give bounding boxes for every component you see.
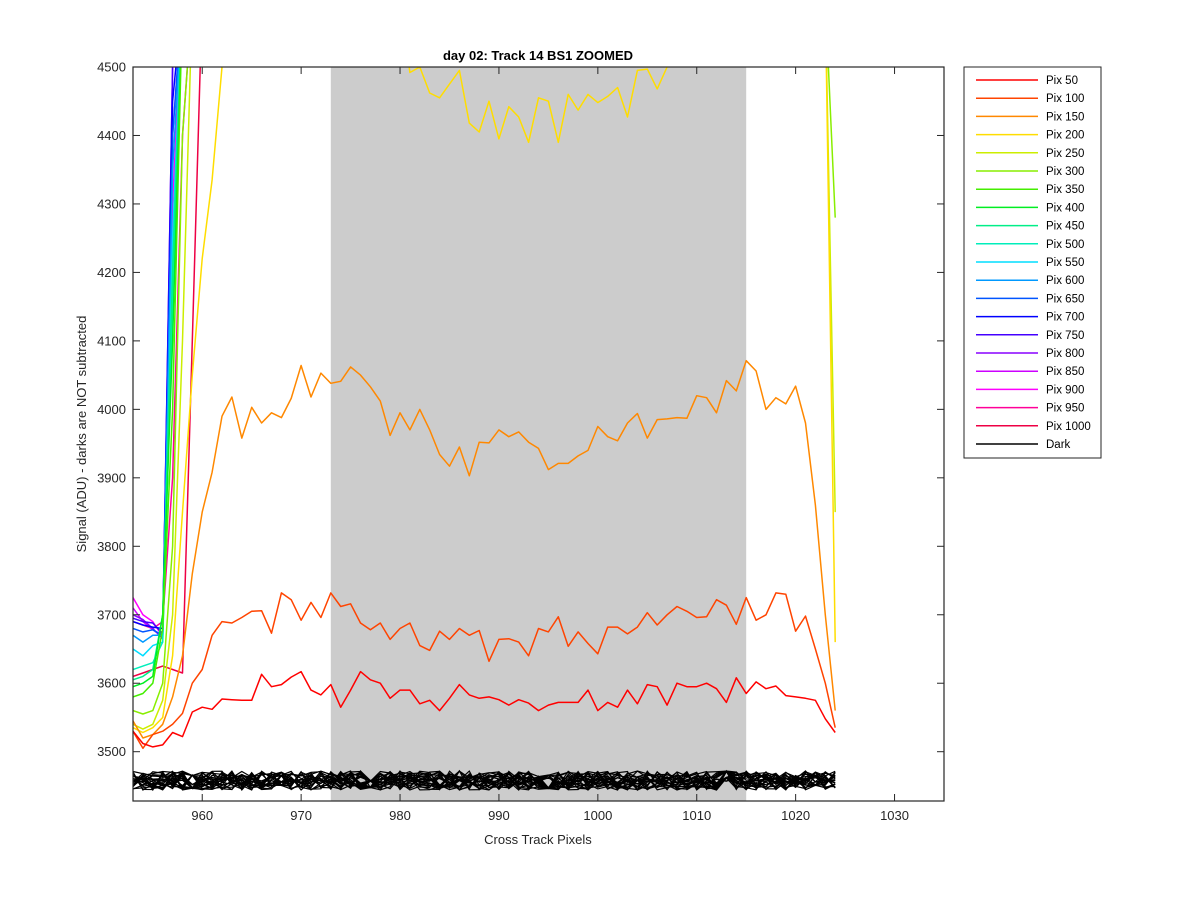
series-line-pix-100: [133, 592, 836, 750]
x-tick-label: 960: [191, 808, 213, 823]
shaded-region: [330, 67, 747, 801]
y-tick-label: 4100: [97, 333, 126, 348]
legend-label: Pix 100: [1046, 93, 1084, 105]
dark-trace: [133, 770, 836, 791]
series-line-pix-150: [133, 359, 836, 739]
legend-label: Pix 400: [1046, 202, 1084, 214]
series-line-pix-700: [133, 67, 177, 630]
legend-label: Pix 450: [1046, 221, 1084, 233]
legend-label: Pix 1000: [1046, 421, 1091, 433]
y-tick-label: 3600: [97, 676, 126, 691]
x-tick-label: 980: [389, 808, 411, 823]
series-line-pix-50: [133, 670, 836, 748]
legend-label: Pix 250: [1046, 148, 1084, 160]
series-line-pix-200: [133, 67, 836, 734]
legend-label: Pix 200: [1046, 130, 1084, 142]
dark-trace: [133, 770, 836, 791]
x-tick-label: 990: [488, 808, 510, 823]
y-axis-label: Signal (ADU) - darks are NOT subtracted: [74, 316, 89, 553]
legend-label: Pix 600: [1046, 275, 1084, 287]
dark-trace: [133, 770, 836, 791]
y-tick-label: 3700: [97, 607, 126, 622]
legend-label: Pix 950: [1046, 403, 1084, 415]
legend-label: Pix 550: [1046, 257, 1084, 269]
series-line-dark: [133, 772, 836, 787]
x-axis-label: Cross Track Pixels: [484, 832, 592, 847]
legend-label: Pix 300: [1046, 166, 1084, 178]
y-tick-label: 4200: [97, 265, 126, 280]
legend-label: Pix 150: [1046, 111, 1084, 123]
dark-trace: [133, 770, 836, 791]
series-line-pix-800: [133, 67, 174, 640]
legend-label: Pix 900: [1046, 384, 1084, 396]
legend-label: Pix 650: [1046, 293, 1084, 305]
x-tick-label: 1010: [682, 808, 711, 823]
chart-title: day 02: Track 14 BS1 ZOOMED: [443, 48, 633, 63]
legend-label: Dark: [1046, 439, 1071, 451]
legend-label: Pix 50: [1046, 75, 1078, 87]
x-tick-label: 1000: [583, 808, 612, 823]
legend-label: Pix 350: [1046, 184, 1084, 196]
x-tick-label: 1030: [880, 808, 909, 823]
y-tick-label: 4400: [97, 128, 126, 143]
dark-trace: [133, 770, 836, 791]
y-tick-label: 4300: [97, 196, 126, 211]
y-tick-label: 3800: [97, 539, 126, 554]
series-line-pix-600: [133, 67, 180, 643]
series-line-pix-400: [133, 67, 182, 688]
legend-label: Pix 500: [1046, 239, 1084, 251]
x-tick-label: 970: [290, 808, 312, 823]
y-tick-label: 3900: [97, 470, 126, 485]
x-tick-label: 1020: [781, 808, 810, 823]
y-tick-label: 4000: [97, 402, 126, 417]
dark-trace: [133, 770, 836, 791]
series-line-pix-350: [133, 67, 182, 698]
plot-frame: [132, 66, 945, 802]
legend-label: Pix 750: [1046, 330, 1084, 342]
legend-label: Pix 850: [1046, 366, 1084, 378]
legend-label: Pix 800: [1046, 348, 1084, 360]
y-tick-label: 3500: [97, 744, 126, 759]
legend-label: Pix 700: [1046, 312, 1084, 324]
series-line-pix-650: [133, 67, 179, 637]
y-tick-label: 4500: [97, 60, 126, 75]
legend: Pix 50 Pix 100 Pix 150 Pix 200 Pix 250 Pix 30…: [963, 66, 1102, 459]
